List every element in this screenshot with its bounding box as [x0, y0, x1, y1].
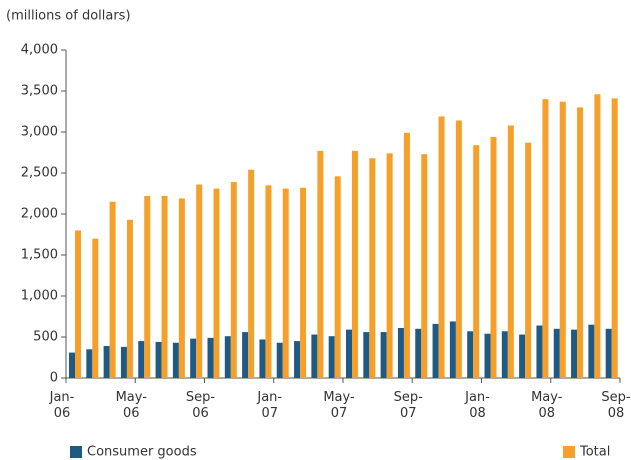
y-tick-label: 3,500: [21, 84, 58, 99]
bar: [455, 120, 462, 379]
legend-swatch: [563, 446, 575, 458]
bar: [501, 331, 508, 378]
bar: [86, 349, 93, 378]
x-tick-label: Sep-06: [186, 390, 216, 421]
bar: [363, 332, 370, 378]
bar: [282, 188, 289, 378]
bar: [155, 341, 162, 378]
legend-label: Consumer goods: [87, 445, 197, 460]
bar: [242, 332, 249, 378]
bar: [334, 176, 341, 378]
bar: [120, 346, 127, 378]
bar: [144, 195, 151, 378]
bar: [386, 153, 393, 378]
bar: [490, 136, 497, 378]
bar: [380, 332, 387, 378]
bar: [276, 342, 283, 378]
bar: [328, 336, 335, 378]
bar: [403, 132, 410, 378]
bar: [519, 334, 526, 378]
y-tick-label: 2,500: [21, 166, 58, 181]
bar: [178, 198, 185, 378]
legend-swatch: [70, 446, 82, 458]
bar: [571, 329, 578, 378]
bar: [259, 339, 266, 378]
x-tick-label: Jan-08: [464, 390, 490, 421]
bar: [525, 142, 532, 378]
bar: [138, 341, 145, 378]
bar: [317, 150, 324, 378]
bar: [346, 329, 352, 378]
bar: [577, 107, 584, 379]
y-tick-label: 3,000: [21, 125, 58, 140]
bar: [594, 94, 601, 378]
bar: [449, 321, 456, 378]
bar: [207, 337, 214, 378]
x-tick-label: Jan-07: [256, 390, 282, 421]
x-tick-label: Jan-06: [49, 390, 75, 421]
bar: [196, 184, 203, 378]
bar: [369, 158, 376, 378]
y-tick-label: 2,000: [21, 207, 58, 222]
x-tick-label: May-08: [531, 390, 563, 421]
x-tick-label: May-07: [323, 390, 355, 421]
bar: [484, 333, 491, 378]
bar: [536, 325, 543, 378]
bar: [190, 338, 197, 378]
bar: [224, 336, 231, 378]
bar: [248, 169, 255, 378]
y-axis-unit: (millions of dollars): [6, 9, 131, 24]
bar: [213, 188, 220, 378]
bar: [415, 328, 422, 378]
bar: [230, 182, 237, 378]
bar: [507, 125, 514, 378]
bar: [559, 101, 566, 378]
bar: [397, 327, 404, 378]
bar: [473, 145, 480, 378]
bar: [69, 352, 75, 378]
bar: [109, 201, 116, 378]
bar: [103, 346, 110, 378]
bar: [611, 98, 618, 378]
bar: [605, 328, 612, 378]
y-tick-label: 1,500: [21, 248, 58, 263]
y-tick-label: 500: [33, 330, 58, 345]
bar: [172, 342, 179, 378]
bar: [542, 99, 549, 378]
bar: [311, 334, 318, 378]
x-tick-label: May-06: [116, 390, 148, 421]
x-tick-label: Sep-07: [394, 390, 424, 421]
bar: [92, 238, 99, 378]
bar: [421, 154, 428, 378]
y-tick-label: 4,000: [21, 43, 58, 58]
bar: [467, 331, 474, 378]
legend-label: Total: [579, 445, 610, 460]
bar: [126, 219, 133, 378]
y-tick-label: 0: [50, 371, 58, 386]
bar: [265, 185, 272, 378]
bar: [352, 150, 358, 378]
bar: [432, 323, 439, 378]
bar: [438, 116, 445, 379]
bar: [300, 187, 307, 378]
bar: [161, 195, 168, 378]
x-tick-label: Sep-08: [601, 390, 631, 421]
bar: [75, 230, 81, 378]
y-tick-label: 1,000: [21, 289, 58, 304]
bar: [553, 328, 560, 378]
bar: [294, 341, 301, 378]
bar: [588, 324, 595, 378]
